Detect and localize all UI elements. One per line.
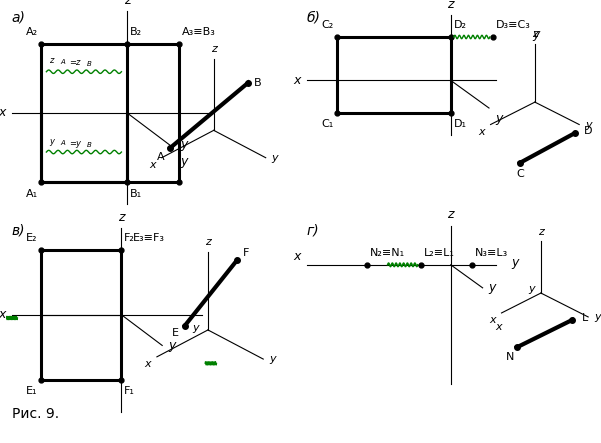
Text: L: L: [581, 313, 588, 323]
Text: y: y: [489, 281, 496, 294]
Text: z: z: [124, 0, 130, 7]
Text: y: y: [49, 136, 54, 146]
Text: F: F: [243, 249, 249, 258]
Text: F₂: F₂: [124, 233, 135, 243]
Text: z: z: [205, 237, 211, 248]
Text: B: B: [87, 142, 91, 148]
Text: E₃≡F₃: E₃≡F₃: [133, 233, 165, 243]
Text: z: z: [538, 227, 544, 237]
Text: y: y: [532, 28, 539, 41]
Text: y: y: [528, 284, 535, 294]
Text: C₁: C₁: [322, 120, 334, 129]
Text: B₁: B₁: [130, 189, 142, 199]
Text: y: y: [181, 138, 188, 151]
Text: E₁: E₁: [26, 386, 38, 396]
Text: x: x: [293, 250, 300, 263]
Text: x: x: [489, 315, 495, 325]
Text: A: A: [157, 152, 165, 162]
Text: E₂: E₂: [26, 233, 38, 243]
Text: а): а): [12, 11, 26, 25]
Text: A: A: [61, 59, 66, 65]
Text: N₂≡N₁: N₂≡N₁: [370, 249, 404, 258]
Text: y: y: [511, 256, 518, 269]
Text: C₂: C₂: [322, 20, 334, 31]
Text: в): в): [12, 224, 25, 237]
Text: x: x: [144, 359, 151, 369]
Text: B: B: [87, 62, 91, 67]
Text: D₃≡C₃: D₃≡C₃: [496, 20, 531, 31]
Text: y: y: [594, 312, 601, 322]
Text: y: y: [585, 120, 592, 129]
Text: F₁: F₁: [124, 386, 135, 396]
Text: A₂: A₂: [26, 27, 38, 37]
Text: D₁: D₁: [454, 120, 467, 129]
Text: x: x: [0, 308, 6, 321]
Text: z: z: [532, 29, 538, 39]
Text: A: A: [61, 140, 66, 146]
Text: x: x: [0, 106, 6, 120]
Text: z: z: [448, 0, 454, 11]
Text: D₂: D₂: [454, 20, 467, 31]
Text: Рис. 9.: Рис. 9.: [12, 407, 59, 421]
Text: B: B: [254, 78, 261, 88]
Text: y: y: [269, 354, 276, 364]
Text: A₁: A₁: [26, 189, 38, 199]
Text: y: y: [193, 323, 200, 333]
Text: C: C: [516, 169, 523, 179]
Text: L₂≡L₁: L₂≡L₁: [424, 249, 454, 258]
Text: z: z: [49, 56, 53, 65]
Text: N₃≡L₃: N₃≡L₃: [475, 249, 508, 258]
Text: x: x: [293, 74, 300, 87]
Text: y: y: [168, 339, 175, 352]
Text: x: x: [495, 322, 502, 332]
Text: z: z: [211, 44, 216, 54]
Text: D: D: [584, 126, 592, 136]
Text: z: z: [448, 208, 454, 222]
Text: B₂: B₂: [130, 27, 142, 37]
Text: E: E: [172, 328, 179, 338]
Text: y: y: [272, 153, 278, 163]
Text: A₃≡B₃: A₃≡B₃: [182, 27, 216, 37]
Text: б): б): [307, 11, 320, 25]
Text: y: y: [495, 113, 502, 125]
Text: x: x: [149, 160, 156, 170]
Text: г): г): [307, 224, 319, 237]
Text: =z: =z: [70, 58, 81, 67]
Text: N: N: [505, 352, 514, 361]
Text: y: y: [181, 155, 188, 168]
Text: =y: =y: [70, 139, 82, 148]
Text: z: z: [118, 210, 124, 224]
Text: x: x: [478, 127, 484, 137]
